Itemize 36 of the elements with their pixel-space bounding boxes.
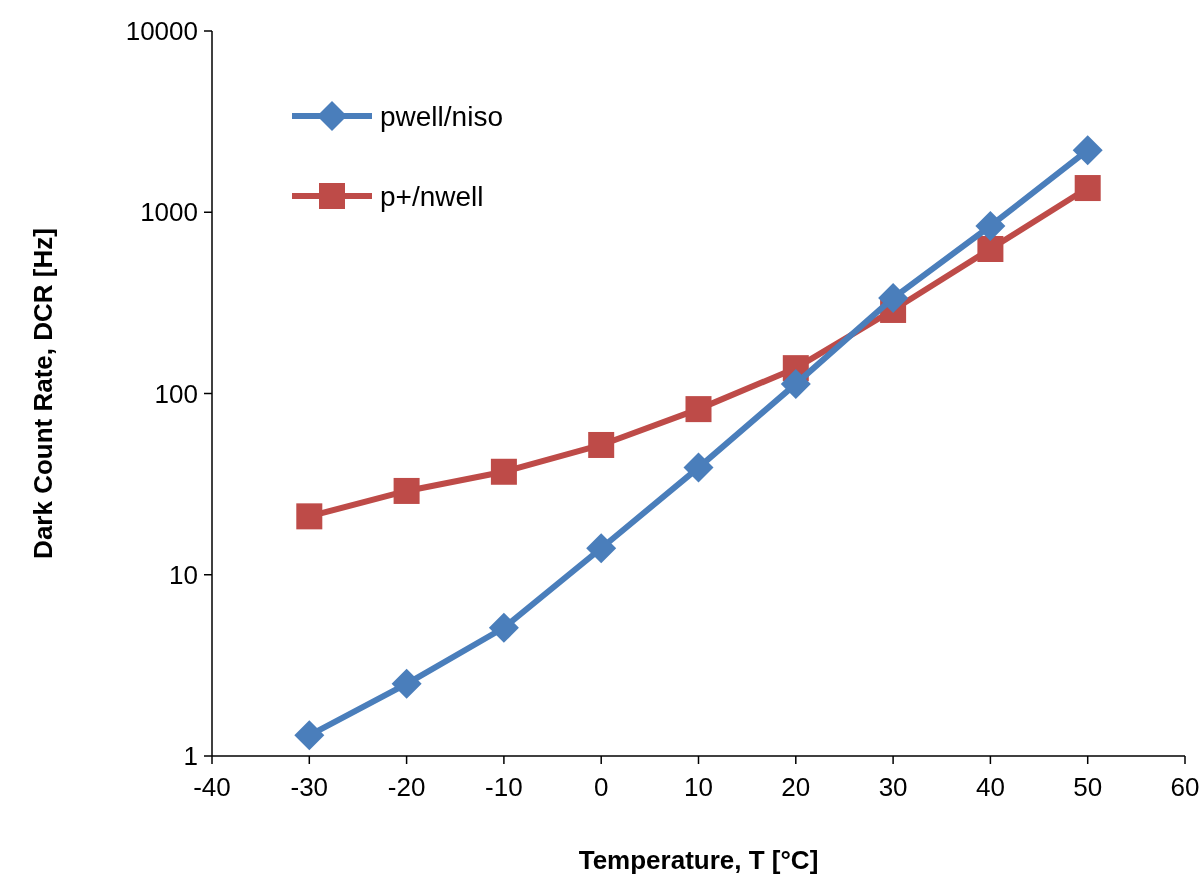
point xyxy=(296,503,323,530)
point xyxy=(588,431,615,458)
x-tick-label: -40 xyxy=(193,772,231,802)
point xyxy=(685,396,712,423)
legend-label: p+/nwell xyxy=(380,180,484,212)
point xyxy=(1074,175,1101,202)
x-tick-label: 10 xyxy=(684,772,713,802)
point xyxy=(780,368,811,399)
x-tick-label: 0 xyxy=(593,772,609,802)
point xyxy=(878,283,909,314)
y-axis-title: Dark Count Rate, DCR [Hz] xyxy=(28,228,58,559)
point xyxy=(683,452,714,483)
x-tick-label: 30 xyxy=(878,772,908,802)
point xyxy=(586,533,617,564)
x-tick-label: 20 xyxy=(781,772,811,802)
point xyxy=(391,668,422,699)
x-axis-title: Temperature, T [°C] xyxy=(578,845,819,875)
x-tick-label: 40 xyxy=(975,772,1005,802)
x-tick-label: 50 xyxy=(1073,772,1103,802)
x-tick-label: -10 xyxy=(485,772,523,802)
point xyxy=(393,477,420,504)
point xyxy=(1072,135,1103,166)
point xyxy=(294,720,325,751)
x-tick-label: -30 xyxy=(290,772,329,802)
y-tick-label: 1000 xyxy=(140,197,198,228)
y-tick-label: 10 xyxy=(169,559,198,590)
legend-label: pwell/niso xyxy=(380,100,503,132)
y-tick-label: 100 xyxy=(154,378,198,409)
point xyxy=(977,236,1004,262)
x-tick-label: 60 xyxy=(1170,772,1200,802)
y-tick-label: 1 xyxy=(183,741,198,772)
point xyxy=(488,612,519,643)
point xyxy=(490,458,517,485)
x-tick-label: -20 xyxy=(387,772,426,802)
point xyxy=(975,210,1006,241)
y-tick-label: 10000 xyxy=(125,16,198,47)
